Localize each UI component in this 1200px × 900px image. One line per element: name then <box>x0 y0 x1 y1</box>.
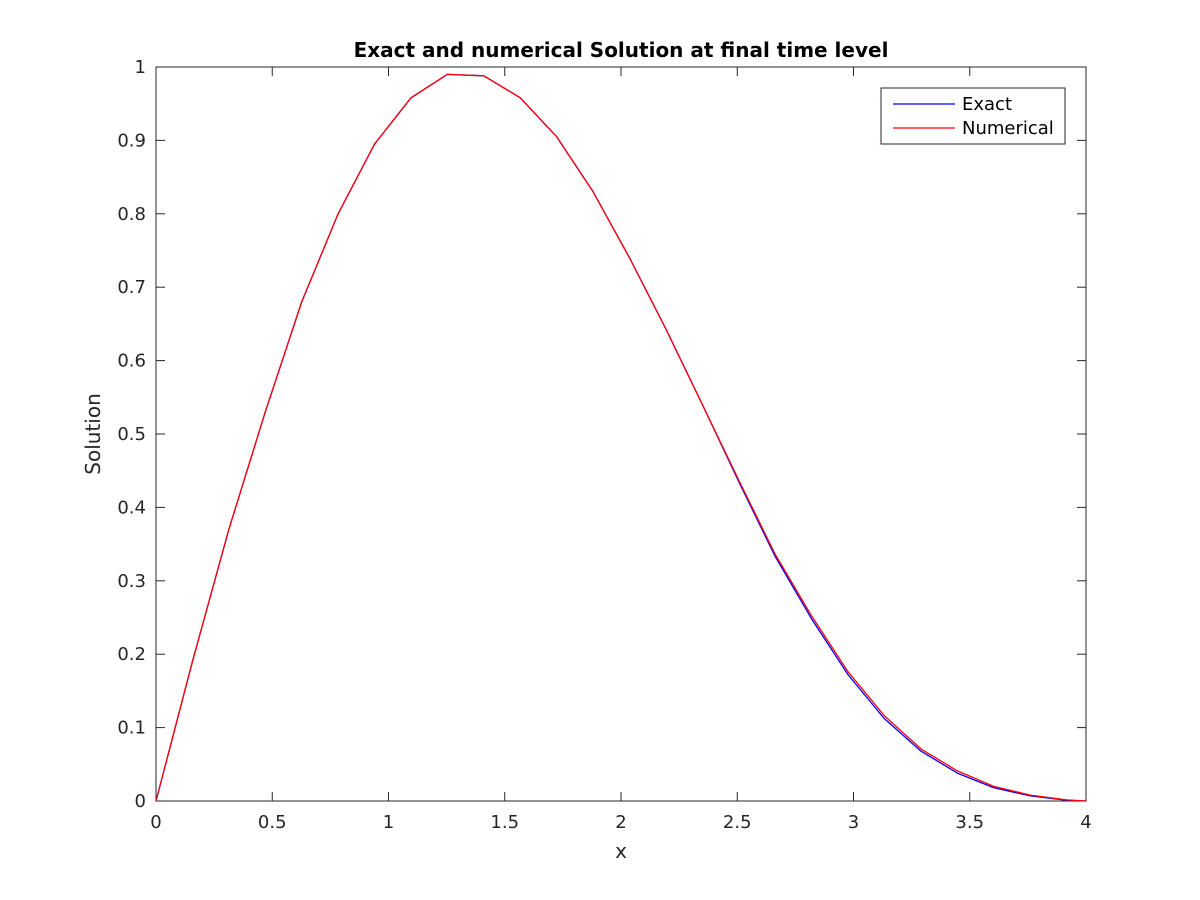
y-tick-label: 0.3 <box>117 571 146 592</box>
y-axis-label: Solution <box>81 393 105 474</box>
y-tick-label: 0.7 <box>117 277 146 298</box>
x-tick-label: 1 <box>383 812 394 833</box>
chart-title: Exact and numerical Solution at final ti… <box>354 38 889 62</box>
x-tick-label: 2 <box>615 812 626 833</box>
x-tick-label: 0.5 <box>258 812 287 833</box>
y-tick-label: 1 <box>135 57 146 78</box>
axes-box <box>155 66 1087 802</box>
y-tick-label: 0.9 <box>117 130 146 151</box>
x-tick-label: 3.5 <box>955 812 984 833</box>
legend: Exact Numerical <box>880 87 1066 145</box>
y-tick-label: 0.6 <box>117 351 146 372</box>
y-tick-label: 0.1 <box>117 718 146 739</box>
legend-label-numerical: Numerical <box>962 118 1054 139</box>
y-tick-label: 0.4 <box>117 497 146 518</box>
legend-label-exact: Exact <box>962 94 1012 115</box>
y-tick-label: 0.2 <box>117 644 146 665</box>
x-tick-label: 3 <box>848 812 859 833</box>
series-lines <box>155 73 1087 802</box>
y-tick-label: 0.5 <box>117 424 146 445</box>
y-tick-label: 0.8 <box>117 204 146 225</box>
y-axis-ticks: 0 0.1 0.2 0.3 0.4 0.5 0.6 0.7 0.8 0.9 1 <box>117 57 1086 812</box>
y-tick-label: 0 <box>135 791 146 812</box>
x-tick-label: 2.5 <box>723 812 752 833</box>
x-tick-label: 0 <box>150 812 161 833</box>
series-line-numerical <box>155 73 1087 802</box>
legend-box <box>880 87 1066 145</box>
x-axis-label: x <box>615 839 627 863</box>
plot-area: 0 0.5 1 1.5 2 2.5 3 3.5 4 0 0.1 0.2 0.3 0.4 0.5 0.6 0.7… <box>117 57 1091 833</box>
x-tick-label: 4 <box>1080 812 1091 833</box>
x-tick-label: 1.5 <box>490 812 519 833</box>
x-axis-ticks: 0 0.5 1 1.5 2 2.5 3 3.5 4 <box>150 67 1092 833</box>
